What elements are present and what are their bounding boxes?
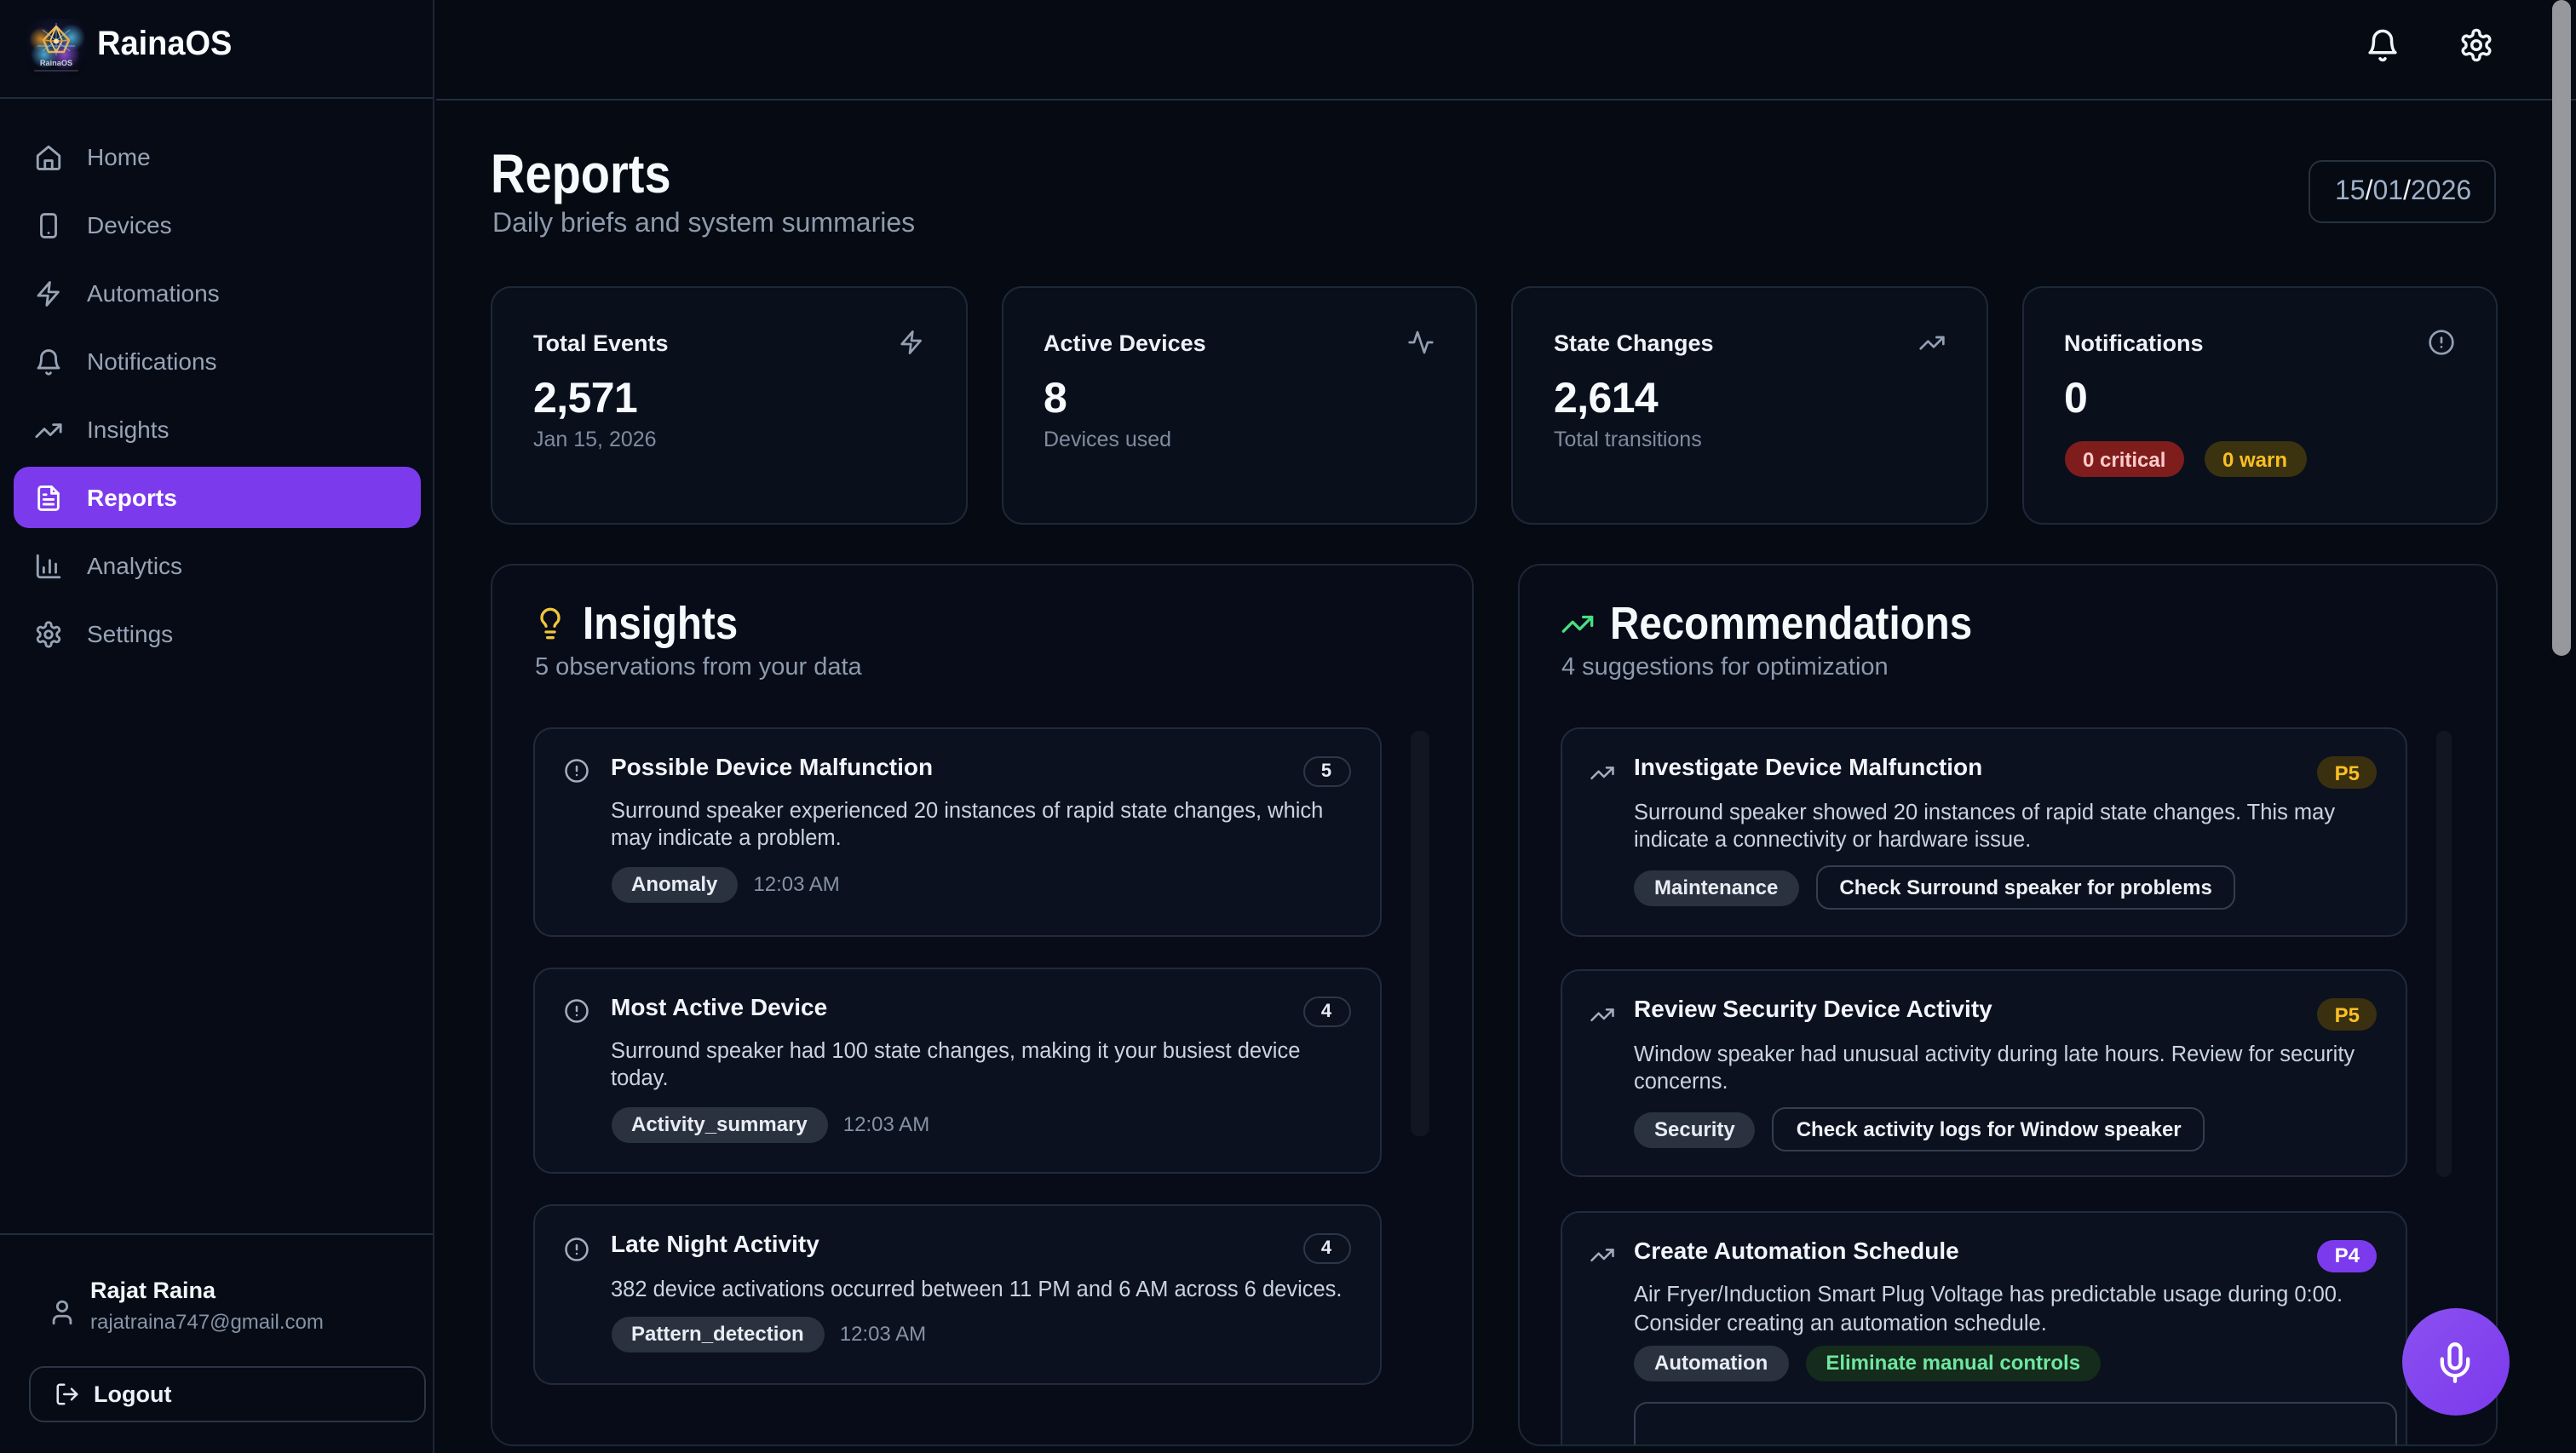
svg-text:RainaOS: RainaOS [40,59,72,67]
